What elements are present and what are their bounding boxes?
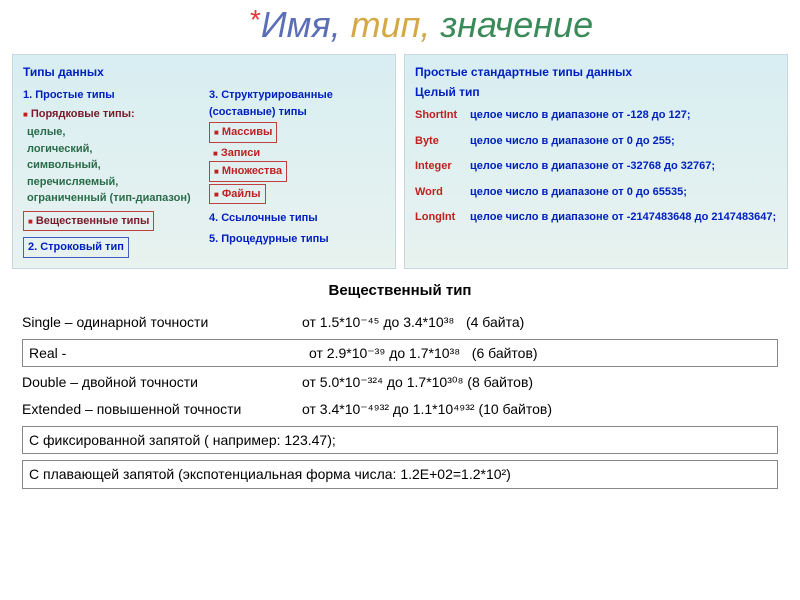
fixed-point-box: С фиксированной запятой ( например: 123.…: [22, 426, 778, 454]
lc1-h1: 1. Простые типы: [23, 87, 199, 104]
real-row: Single – одинарной точностиот 1.5*10⁻⁴⁵ …: [22, 311, 778, 333]
right-panel: Простые стандартные типы данных Целый ти…: [404, 54, 788, 269]
list-item: ■Записи: [209, 145, 385, 162]
left-col2: 3. Структурированные (составные) типы ■М…: [209, 87, 385, 260]
lc1-types: целые, логический, символьный, перечисля…: [27, 124, 199, 207]
left-title: Типы данных: [23, 63, 385, 81]
int-row: LongIntцелое число в диапазоне от -21474…: [415, 209, 777, 226]
title-w1: Имя,: [261, 4, 341, 45]
lc2-h2: 4. Ссылочные типы: [209, 210, 385, 227]
title-w3: значение: [440, 4, 593, 45]
left-col1: 1. Простые типы ■Порядковые типы: целые,…: [23, 87, 199, 260]
int-row: Wordцелое число в диапазоне от 0 до 6553…: [415, 184, 777, 201]
lc1-h4: 2. Строковый тип: [23, 237, 129, 258]
asterisk: *: [250, 4, 261, 35]
page-title: *Имя, тип, значение: [0, 0, 800, 54]
title-w2: тип,: [351, 4, 431, 45]
real-row: Extended – повышенной точностиот 3.4*10⁻…: [22, 398, 778, 420]
lc2-h3: 5. Процедурные типы: [209, 231, 385, 248]
int-row: Integerцелое число в диапазоне от -32768…: [415, 158, 777, 175]
bottom-section: Вещественный тип Single – одинарной точн…: [0, 269, 800, 499]
real-row: Real -от 2.9*10⁻³⁹ до 1.7*10³⁸ (6 байтов…: [22, 339, 778, 367]
int-types: ShortIntцелое число в диапазоне от -128 …: [415, 107, 777, 226]
int-row: Byteцелое число в диапазоне от 0 до 255;: [415, 133, 777, 150]
float-point-box: С плавающей запятой (экспотенциальная фо…: [22, 460, 778, 488]
int-row: ShortIntцелое число в диапазоне от -128 …: [415, 107, 777, 124]
lc1-h3: ■Вещественные типы: [23, 211, 154, 232]
real-row: Double – двойной точностиот 5.0*10⁻³²⁴ д…: [22, 371, 778, 393]
bottom-title: Вещественный тип: [22, 279, 778, 303]
lc2-items: ■Массивы ■Записи ■Множества ■Файлы: [209, 122, 385, 206]
lc2-h1: 3. Структурированные (составные) типы: [209, 87, 385, 120]
list-item: ■Файлы: [209, 184, 266, 205]
right-title2: Целый тип: [415, 83, 777, 101]
list-item: ■Массивы: [209, 122, 277, 143]
left-panel: Типы данных 1. Простые типы ■Порядковые …: [12, 54, 396, 269]
list-item: ■Множества: [209, 161, 287, 182]
lc1-h2: ■Порядковые типы:: [23, 106, 199, 123]
panels-row: Типы данных 1. Простые типы ■Порядковые …: [0, 54, 800, 269]
right-title1: Простые стандартные типы данных: [415, 63, 777, 81]
